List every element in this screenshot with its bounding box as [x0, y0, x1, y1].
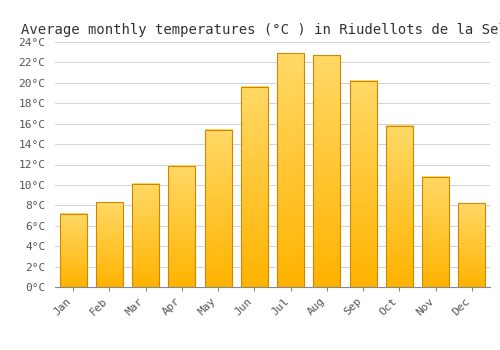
Bar	[60, 214, 86, 287]
Bar	[277, 53, 304, 287]
Bar	[132, 184, 159, 287]
Bar	[241, 87, 268, 287]
Bar	[458, 203, 485, 287]
Bar	[168, 166, 196, 287]
Bar	[350, 81, 376, 287]
Bar	[96, 202, 123, 287]
Bar	[314, 55, 340, 287]
Title: Average monthly temperatures (°C ) in Riudellots de la Selva: Average monthly temperatures (°C ) in Ri…	[21, 23, 500, 37]
Bar	[204, 130, 232, 287]
Bar	[386, 126, 413, 287]
Bar	[422, 177, 449, 287]
